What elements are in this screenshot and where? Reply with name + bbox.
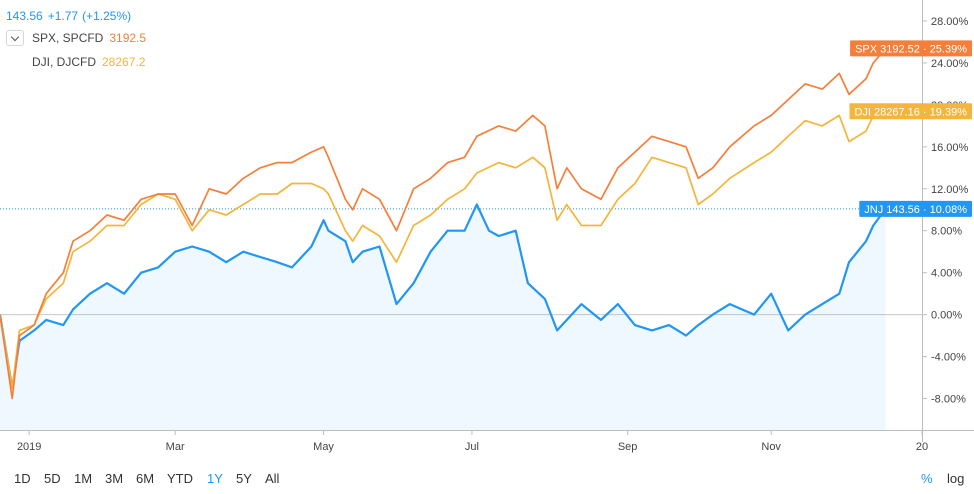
range-1d-button[interactable]: 1D	[14, 471, 31, 486]
y-tick-label: 0.00%	[931, 310, 962, 322]
percent-scale-toggle[interactable]: %	[921, 471, 933, 486]
range-ytd-button[interactable]: YTD	[167, 471, 193, 486]
x-tick-label: May	[313, 441, 334, 453]
x-tick-label: 2019	[17, 441, 41, 453]
y-tick-label: 24.00%	[931, 58, 969, 70]
range-1m-button[interactable]: 1M	[74, 471, 93, 486]
range-6m-button[interactable]: 6M	[136, 471, 155, 486]
badge-box	[859, 200, 972, 217]
legend-main-change: +1.77	[47, 8, 79, 23]
legend-series-value: 3192.5	[109, 30, 147, 45]
x-tick-label: Jul	[465, 441, 479, 453]
y-tick-label: 4.00%	[931, 268, 962, 280]
area-jnj	[0, 204, 886, 430]
range-5d-button[interactable]: 5D	[44, 471, 61, 486]
series-line-spx[interactable]	[0, 47, 887, 400]
legend-series-name: SPX, SPCFD	[32, 30, 104, 45]
range-3m-button[interactable]: 3M	[105, 471, 124, 486]
badge-label: SPX 3192.52 · 25.39%	[855, 43, 967, 55]
chevron-down-icon[interactable]	[6, 30, 24, 46]
y-tick-label: 16.00%	[931, 142, 969, 154]
chart-canvas[interactable]: -8.00% -4.00% 0.00% 4.00% 8.00% 12.00% 16.00% 2…	[0, 0, 974, 462]
legend-main-price: 143.56	[6, 8, 43, 23]
value-badge: SPX 3192.52 · 25.39%	[850, 40, 972, 57]
legend-main-row: 143.56 +1.77 (+1.25%)	[6, 6, 146, 26]
x-tick-label: Mar	[166, 441, 185, 453]
legend-series-name: DJI, DJCFD	[32, 54, 96, 69]
range-all-button[interactable]: All	[265, 471, 280, 486]
badge-label: JNJ 143.56 · 10.08%	[864, 204, 967, 216]
legend-main-change-pct: (+1.25%)	[82, 8, 132, 23]
range-toolbar: 1D 5D 1M 3M 6M YTD 1Y 5Y All % log	[0, 462, 974, 494]
range-1y-button[interactable]: 1Y	[207, 471, 223, 486]
y-tick-label: 12.00%	[931, 184, 969, 196]
chart-legend: 143.56 +1.77 (+1.25%) SPX, SPCFD 3192.5 …	[6, 6, 146, 74]
legend-series-dji[interactable]: DJI, DJCFD 28267.2	[6, 50, 146, 74]
series-line-dji[interactable]	[0, 110, 886, 389]
range-5y-button[interactable]: 5Y	[236, 471, 252, 486]
badge-label: DJI 28267.16 · 19.39%	[854, 106, 967, 118]
legend-series-value: 28267.2	[102, 54, 146, 69]
log-scale-toggle[interactable]: log	[947, 471, 965, 486]
series-line-jnj[interactable]	[0, 203, 887, 390]
x-tick-label: Sep	[618, 441, 638, 453]
badge-box	[849, 103, 972, 120]
y-tick-label: -4.00%	[931, 352, 966, 364]
y-tick-label: 28.00%	[931, 16, 969, 28]
y-tick-label: 8.00%	[931, 226, 962, 238]
legend-series-spx[interactable]: SPX, SPCFD 3192.5	[6, 26, 146, 50]
x-tick-label: 20	[916, 441, 928, 453]
value-badge: JNJ 143.56 · 10.08%	[859, 200, 972, 217]
x-tick-label: Nov	[761, 441, 781, 453]
badge-box	[850, 40, 972, 57]
value-badge: DJI 28267.16 · 19.39%	[849, 103, 972, 120]
y-tick-label: -8.00%	[931, 394, 966, 406]
